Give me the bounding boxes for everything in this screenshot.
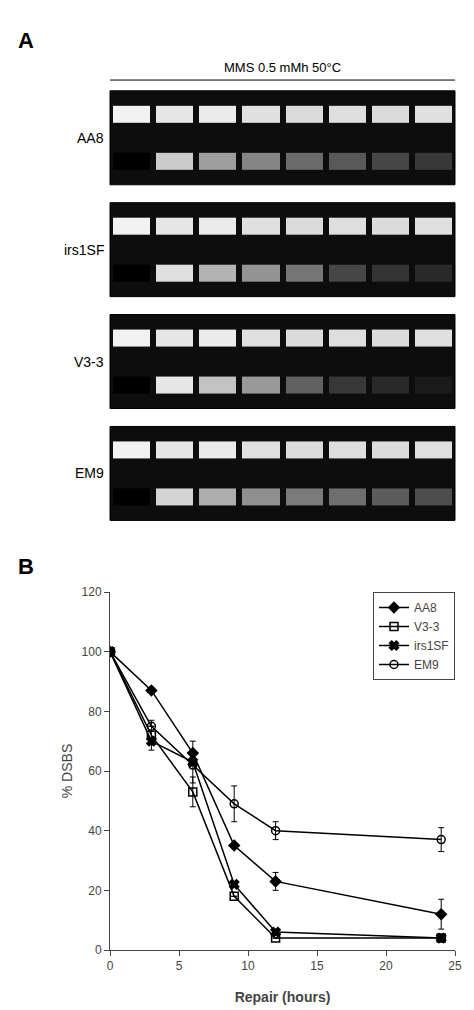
svg-text:60: 60 xyxy=(88,764,102,778)
svg-text:15: 15 xyxy=(310,959,324,973)
svg-text:80: 80 xyxy=(88,705,102,719)
svg-text:40: 40 xyxy=(88,824,102,838)
svg-text:120: 120 xyxy=(82,585,102,599)
svg-text:AA8: AA8 xyxy=(77,130,104,146)
svg-text:20: 20 xyxy=(379,959,393,973)
svg-text:MMS 0.5 mMh 50°C: MMS 0.5 mMh 50°C xyxy=(224,60,341,75)
svg-text:Repair (hours): Repair (hours) xyxy=(235,989,331,1005)
svg-text:V3-3: V3-3 xyxy=(414,620,440,634)
svg-text:EM9: EM9 xyxy=(414,658,439,672)
svg-text:100: 100 xyxy=(82,645,102,659)
svg-text:irs1SF: irs1SF xyxy=(414,639,449,653)
svg-text:0: 0 xyxy=(107,959,114,973)
svg-text:25: 25 xyxy=(448,959,462,973)
svg-text:irs1SF: irs1SF xyxy=(64,242,104,258)
svg-text:AA8: AA8 xyxy=(414,601,437,615)
svg-text:EM9: EM9 xyxy=(75,465,104,481)
svg-text:B: B xyxy=(18,554,34,579)
svg-text:10: 10 xyxy=(241,959,255,973)
svg-text:5: 5 xyxy=(176,959,183,973)
svg-text:A: A xyxy=(18,28,34,53)
svg-text:0: 0 xyxy=(95,943,102,957)
svg-text:V3-3: V3-3 xyxy=(74,354,104,370)
svg-text:% DSBS: % DSBS xyxy=(59,744,75,798)
svg-text:20: 20 xyxy=(88,884,102,898)
